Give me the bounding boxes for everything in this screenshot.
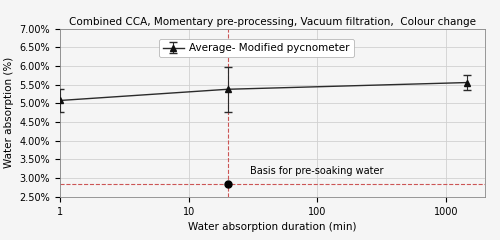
Legend: Average- Modified pycnometer: Average- Modified pycnometer [158, 39, 354, 57]
Y-axis label: Water absorption (%): Water absorption (%) [4, 57, 14, 168]
X-axis label: Water absorption duration (min): Water absorption duration (min) [188, 222, 357, 232]
Text: Basis for pre-soaking water: Basis for pre-soaking water [250, 166, 384, 176]
Title: Combined CCA, Momentary pre-processing, Vacuum filtration,  Colour change: Combined CCA, Momentary pre-processing, … [69, 17, 476, 27]
